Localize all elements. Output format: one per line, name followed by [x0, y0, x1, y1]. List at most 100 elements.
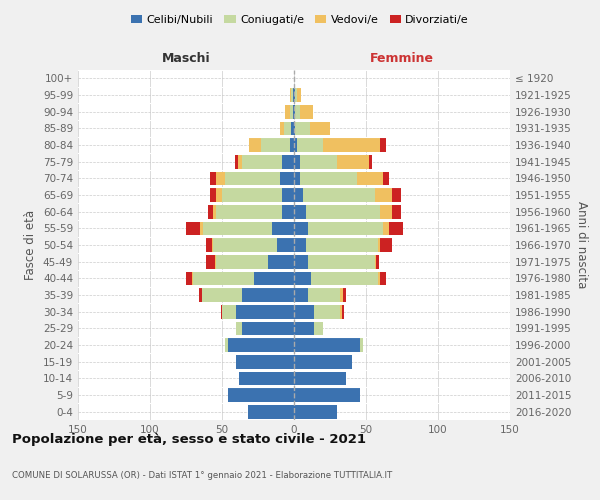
Bar [268, 255, 294, 268]
Bar [294, 322, 314, 335]
Bar [211, 188, 216, 202]
Bar [250, 138, 261, 152]
Legend: Celibi/Nubili, Coniugati/e, Vedovi/e, Divorziati/e: Celibi/Nubili, Coniugati/e, Vedovi/e, Di… [127, 10, 473, 29]
Bar [261, 138, 290, 152]
Bar [297, 88, 301, 102]
Bar [310, 122, 330, 135]
Bar [293, 105, 294, 118]
Bar [294, 238, 305, 252]
Bar [392, 188, 401, 202]
Bar [225, 338, 228, 352]
Bar [308, 255, 374, 268]
Bar [242, 155, 283, 168]
Bar [308, 222, 383, 235]
Y-axis label: Anni di nascita: Anni di nascita [575, 202, 588, 288]
Bar [300, 172, 358, 185]
Bar [380, 272, 386, 285]
Bar [294, 188, 302, 202]
Bar [211, 172, 216, 185]
Bar [294, 155, 300, 168]
Bar [290, 105, 293, 118]
Y-axis label: Fasce di età: Fasce di età [25, 210, 37, 280]
Bar [291, 88, 293, 102]
Bar [212, 238, 214, 252]
Bar [294, 172, 300, 185]
Bar [295, 122, 310, 135]
Bar [216, 255, 268, 268]
Bar [216, 188, 222, 202]
Bar [239, 372, 294, 385]
Bar [294, 88, 295, 102]
Bar [215, 255, 216, 268]
Bar [290, 138, 294, 152]
Bar [214, 205, 216, 218]
Bar [341, 305, 344, 318]
Bar [340, 305, 341, 318]
Bar [360, 338, 363, 352]
Bar [206, 238, 212, 252]
Bar [192, 272, 193, 285]
Bar [300, 155, 337, 168]
Bar [374, 188, 392, 202]
Bar [314, 305, 340, 318]
Bar [294, 205, 305, 218]
Bar [221, 305, 222, 318]
Bar [311, 272, 377, 285]
Bar [286, 105, 290, 118]
Bar [343, 288, 346, 302]
Bar [291, 122, 294, 135]
Bar [294, 405, 337, 418]
Bar [389, 222, 403, 235]
Bar [294, 105, 295, 118]
Bar [248, 405, 294, 418]
Bar [280, 172, 294, 185]
Bar [358, 172, 383, 185]
Bar [294, 272, 311, 285]
Bar [277, 238, 294, 252]
Bar [290, 88, 291, 102]
Bar [236, 355, 294, 368]
Bar [283, 155, 294, 168]
Bar [374, 255, 376, 268]
Text: Popolazione per età, sesso e stato civile - 2021: Popolazione per età, sesso e stato civil… [12, 432, 366, 446]
Bar [377, 238, 380, 252]
Bar [254, 272, 294, 285]
Text: Femmine: Femmine [370, 52, 434, 65]
Bar [294, 372, 346, 385]
Bar [314, 322, 323, 335]
Bar [214, 238, 277, 252]
Bar [206, 255, 215, 268]
Bar [380, 238, 392, 252]
Bar [293, 88, 294, 102]
Bar [383, 172, 389, 185]
Bar [216, 172, 225, 185]
Bar [294, 338, 360, 352]
Bar [216, 205, 283, 218]
Bar [376, 255, 379, 268]
Bar [294, 138, 297, 152]
Bar [294, 388, 360, 402]
Bar [242, 322, 294, 335]
Bar [369, 155, 372, 168]
Bar [297, 138, 323, 152]
Bar [228, 338, 294, 352]
Bar [222, 305, 236, 318]
Bar [294, 355, 352, 368]
Bar [186, 272, 192, 285]
Bar [283, 205, 294, 218]
Bar [236, 322, 242, 335]
Bar [294, 255, 308, 268]
Bar [294, 122, 295, 135]
Bar [222, 188, 283, 202]
Bar [235, 155, 238, 168]
Bar [228, 388, 294, 402]
Bar [203, 222, 272, 235]
Bar [294, 288, 308, 302]
Bar [305, 238, 377, 252]
Bar [186, 222, 200, 235]
Text: Maschi: Maschi [161, 52, 211, 65]
Bar [305, 205, 380, 218]
Bar [295, 88, 297, 102]
Bar [392, 205, 401, 218]
Bar [284, 122, 291, 135]
